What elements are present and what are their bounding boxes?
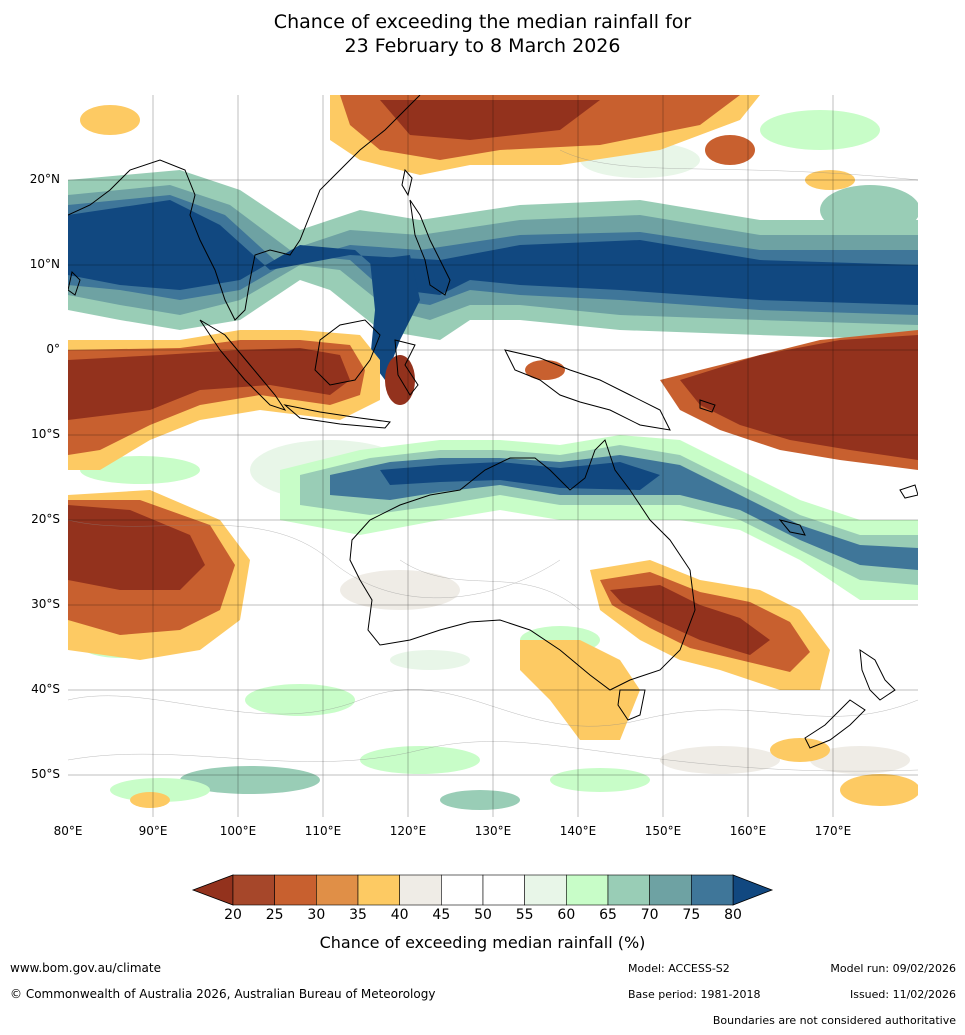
lat-label-20n: 20°N (29, 172, 60, 186)
colorbar-tick-label: 30 (307, 907, 326, 923)
lon-label-160e: 160°E (729, 824, 767, 838)
lat-label-30s: 30°S (31, 597, 60, 611)
coastlines (68, 95, 918, 749)
contour-lines (68, 149, 918, 772)
colorbar-cell (357, 874, 400, 906)
graticule (68, 95, 918, 817)
lon-label-120e: 120°E (389, 824, 427, 838)
colorbar-cell (441, 874, 484, 906)
colorbar-under-arrow (191, 874, 234, 906)
model-text: Model: ACCESS-S2 (628, 962, 730, 975)
colorbar-tick-label: 50 (474, 907, 492, 923)
colorbar (191, 874, 774, 906)
copyright-text: © Commonwealth of Australia 2026, Austra… (10, 987, 436, 1001)
lon-label-130e: 130°E (474, 824, 512, 838)
colorbar-cell (482, 874, 525, 906)
colorbar-tick-label: 70 (640, 907, 659, 923)
title-line-1: Chance of exceeding the median rainfall … (273, 11, 692, 33)
lat-label-equator: 0° (46, 342, 60, 356)
colorbar-tick-label: 55 (515, 907, 534, 923)
colorbar-cell (316, 874, 359, 906)
colorbar-cell (649, 874, 692, 906)
colorbar-cell (274, 874, 317, 906)
colorbar-tick-label: 25 (265, 907, 284, 923)
colorbar-tick-label: 65 (599, 907, 617, 923)
issued-text: Issued: 11/02/2026 (849, 988, 956, 1001)
lat-label-10n: 10°N (29, 257, 60, 271)
lon-label-170e: 170°E (814, 824, 852, 838)
dry-region-north (80, 95, 855, 190)
colorbar-cell (607, 874, 650, 906)
lon-label-140e: 140°E (559, 824, 597, 838)
colorbar-tick-label: 45 (432, 907, 451, 923)
colorbar-tick-label: 35 (349, 907, 367, 923)
disclaimer-text: Boundaries are not considered authoritat… (712, 1014, 956, 1027)
lon-label-100e: 100°E (219, 824, 257, 838)
colorbar-tick-label: 40 (390, 907, 409, 923)
base-period-text: Base period: 1981-2018 (628, 988, 761, 1001)
colorbar-cell (566, 874, 609, 906)
website-text: www.bom.gov.au/climate (10, 961, 161, 975)
lon-label-90e: 90°E (138, 824, 168, 838)
model-run-text: Model run: 09/02/2026 (830, 962, 956, 975)
dry-region-southeast (130, 560, 918, 808)
lon-label-80e: 80°E (53, 824, 83, 838)
colorbar-tick-label: 60 (557, 907, 576, 923)
lon-label-150e: 150°E (644, 824, 682, 838)
colorbar-cells (232, 874, 734, 906)
lat-label-20s: 20°S (31, 512, 60, 526)
lat-label-50s: 50°S (31, 767, 60, 781)
colorbar-label: Chance of exceeding median rainfall (%) (319, 933, 646, 952)
colorbar-cell (524, 874, 567, 906)
wet-band-australia (280, 435, 918, 600)
map-title: Chance of exceeding the median rainfall … (0, 10, 965, 58)
colorbar-cell (691, 874, 734, 906)
title-line-2: 23 February to 8 March 2026 (344, 35, 621, 57)
colorbar-cell (399, 874, 442, 906)
map-field (68, 95, 918, 817)
lat-label-10s: 10°S (31, 427, 60, 441)
colorbar-tick-label: 75 (682, 907, 701, 923)
colorbar-over-arrow (732, 874, 774, 906)
colorbar-tick-label: 80 (724, 907, 742, 923)
colorbar-cell (232, 874, 275, 906)
lon-label-110e: 110°E (304, 824, 342, 838)
dry-region-west (68, 330, 565, 660)
lat-label-40s: 40°S (31, 682, 60, 696)
colorbar-tick-label: 20 (224, 907, 242, 923)
